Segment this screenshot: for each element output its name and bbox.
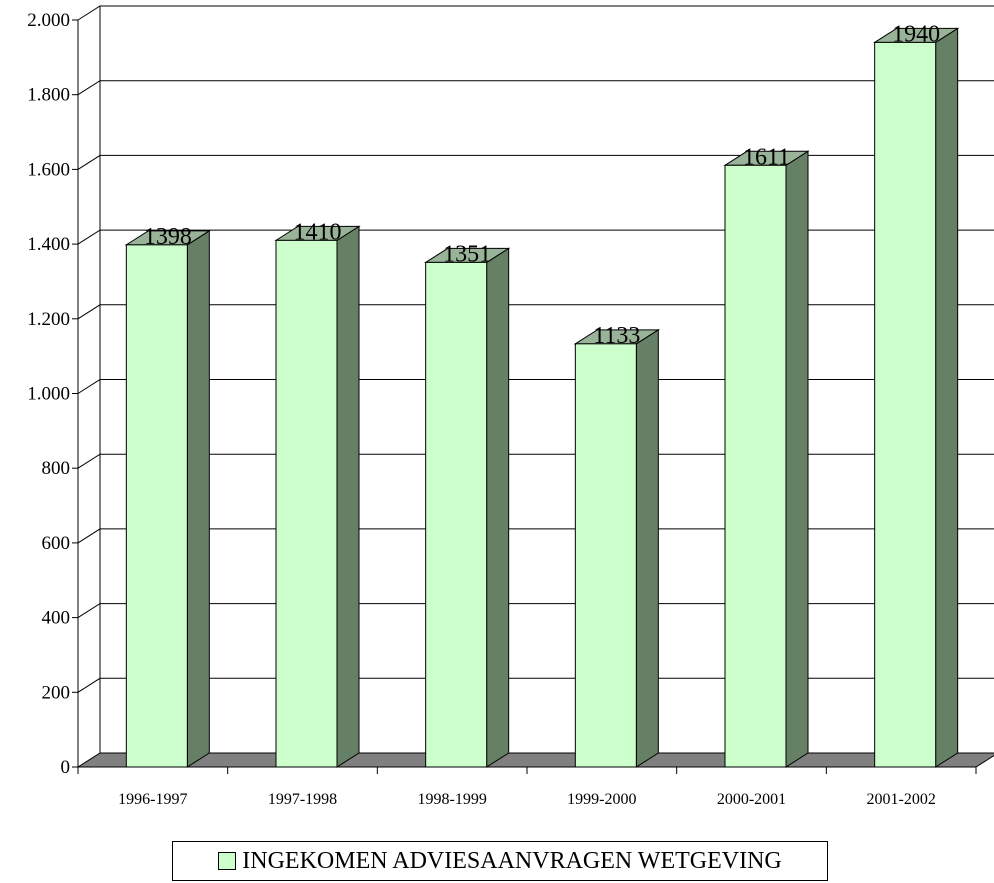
bar-chart: 0 200 400 600 800 1.000 1.200 1.400 1.600 1.800 2.… [27, 5, 994, 808]
bar-side [785, 150, 809, 768]
gridline [77, 603, 994, 619]
bar [274, 225, 361, 768]
x-tick-label: 1999-2000 [567, 791, 636, 808]
y-tick-label: 400 [42, 608, 71, 629]
bar-side [336, 225, 360, 768]
gridlines [77, 5, 994, 693]
gridline [77, 5, 994, 21]
y-tick-label: 1.800 [27, 85, 70, 106]
axes [72, 6, 977, 774]
y-tick-label: 2.000 [27, 10, 70, 31]
bar-front [125, 244, 188, 768]
gridline [77, 677, 994, 693]
gridline [77, 80, 994, 96]
floor-plane [76, 752, 994, 768]
bar [872, 27, 960, 768]
x-tick-labels: 1996-1997 1997-1998 1998-1999 1999-2000 2000… [118, 791, 936, 808]
y-tick-label: 600 [42, 533, 71, 554]
chart-floor [76, 752, 994, 768]
data-label: 1398 [144, 224, 192, 250]
gridline [77, 229, 994, 245]
x-tick-label: 1996-1997 [118, 791, 187, 808]
bar-front [425, 261, 488, 768]
legend-label: INGEKOMEN ADVIESAANVRAGEN WETGEVING [242, 847, 782, 874]
data-label: 1940 [892, 21, 940, 47]
gridline [77, 304, 994, 320]
y-tick-labels: 0 200 400 600 800 1.000 1.200 1.400 1.600 1.800 2.… [27, 10, 70, 778]
gridline [77, 528, 994, 544]
gridline [77, 453, 994, 469]
bar-side [635, 328, 659, 768]
x-tick-label: 2001-2002 [867, 791, 936, 808]
y-tick-label: 1.200 [27, 309, 70, 330]
chart-legend: INGEKOMEN ADVIESAANVRAGEN WETGEVING [172, 841, 828, 881]
gridline [77, 379, 994, 394]
gridline [77, 154, 994, 170]
data-labels: 1398 1410 1351 1133 1611 1940 [144, 21, 940, 348]
data-label: 1410 [294, 219, 342, 245]
x-tick-label: 1997-1998 [268, 791, 337, 808]
x-tick-label: 1998-1999 [418, 791, 487, 808]
y-tick-label: 0 [61, 757, 71, 778]
bar [573, 328, 661, 768]
y-tick-label: 1.000 [27, 384, 70, 405]
bar [423, 247, 511, 768]
data-label: 1351 [443, 241, 491, 267]
x-tick-label: 2000-2001 [717, 791, 786, 808]
y-tick-label: 200 [42, 682, 71, 703]
bar-front [874, 41, 937, 768]
y-tick-label: 1.600 [27, 159, 70, 180]
y-tick-label: 1.400 [27, 234, 70, 255]
bar-side [186, 229, 210, 768]
bar [124, 229, 212, 768]
bars [124, 27, 960, 768]
bar-front [724, 164, 787, 768]
bar-front [275, 239, 338, 768]
bar-side [935, 27, 959, 768]
bar-front [574, 343, 637, 768]
bar-side [486, 247, 510, 768]
legend-swatch [218, 852, 237, 870]
y-tick-label: 800 [42, 458, 71, 479]
data-label: 1133 [593, 323, 640, 349]
bar [723, 150, 810, 768]
data-label: 1611 [743, 144, 790, 170]
